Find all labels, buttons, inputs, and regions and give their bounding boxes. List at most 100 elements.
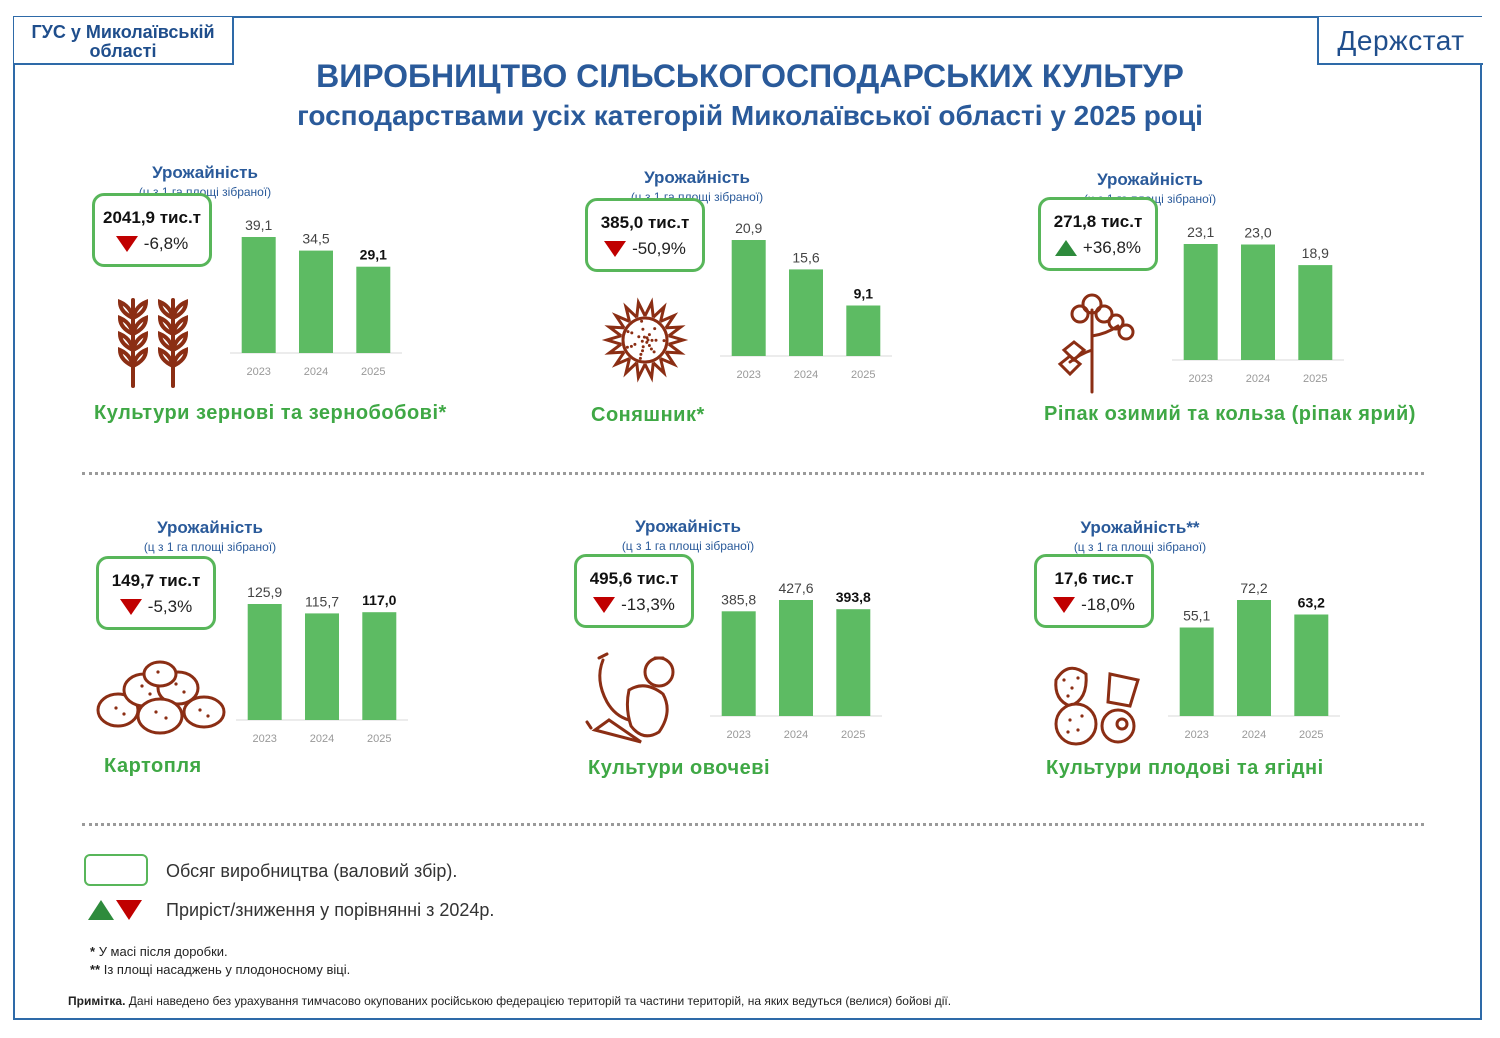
volume-value: 271,8 тис.т [1053, 212, 1143, 231]
crop-label: Культури овочеві [588, 757, 771, 779]
note-label: Примітка. [68, 994, 126, 1008]
change-value: +36,8% [1082, 238, 1142, 257]
volume-value: 17,6 тис.т [1054, 569, 1134, 588]
yield-subtitle: (ц з 1 га площі зібраної) [621, 539, 755, 553]
yield-subtitle: (ц з 1 га площі зібраної) [1073, 540, 1207, 554]
yield-bar-chart: 55,1 2023 72,2 2024 63,2 2025 [1168, 580, 1340, 741]
volume-box: 271,8 тис.т +36,8% [1038, 197, 1158, 271]
volume-value: 495,6 тис.т [589, 569, 679, 588]
change-indicator: -18,0% [1037, 595, 1151, 615]
data-label: 125,9 [247, 584, 282, 600]
x-tick-label: 2025 [361, 366, 385, 378]
down-triangle-icon [119, 599, 142, 615]
fruits-icon [1048, 650, 1148, 755]
legend-volume-label: Обсяг виробництва (валовий збір). [166, 861, 458, 881]
up-triangle-icon [88, 900, 114, 920]
x-tick-label: 2024 [1246, 373, 1270, 385]
bar-2024 [779, 600, 813, 716]
volume-value: 149,7 тис.т [111, 571, 201, 590]
down-triangle-icon [604, 241, 627, 257]
rapeseed-icon [1050, 290, 1140, 399]
x-tick-label: 2025 [367, 733, 391, 745]
bar-2024 [1241, 244, 1275, 360]
bar-2024 [305, 613, 339, 720]
x-tick-label: 2023 [246, 366, 270, 378]
bar-2025 [836, 609, 871, 716]
x-tick-label: 2023 [726, 729, 750, 741]
bar-2024 [299, 250, 333, 353]
bar-2023 [1183, 244, 1218, 360]
data-label: 15,6 [792, 249, 819, 265]
bar-2023 [731, 240, 766, 356]
separator-line [82, 472, 1424, 475]
crop-label: Соняшник* [591, 404, 705, 426]
volume-value: 385,0 тис.т [600, 213, 690, 232]
volume-box: 385,0 тис.т -50,9% [585, 198, 705, 272]
bar-2025 [356, 266, 391, 353]
crop-label: Ріпак озимий та кольза (ріпак ярий) [1044, 403, 1416, 425]
down-triangle-icon [115, 236, 138, 252]
x-tick-label: 2023 [252, 733, 276, 745]
bar-2024 [1237, 600, 1271, 716]
data-label: 20,9 [735, 220, 762, 236]
change-indicator: -6,8% [95, 234, 209, 254]
volume-value: 2041,9 тис.т [103, 208, 201, 227]
x-tick-label: 2024 [794, 369, 818, 381]
org-label: ГУС у Миколаївській області [14, 17, 234, 65]
data-label: 29,1 [360, 247, 387, 263]
note-text: Дані наведено без урахування тимчасово о… [128, 994, 952, 1008]
bar-2025 [362, 612, 397, 720]
bar-2024 [789, 269, 823, 356]
x-tick-label: 2025 [1299, 729, 1323, 741]
bar-2023 [241, 237, 276, 353]
footnote-1: * У масі після доробки. [90, 944, 228, 959]
page-frame [13, 16, 1482, 1020]
volume-box: 495,6 тис.т -13,3% [574, 554, 694, 628]
change-value: -18,0% [1081, 595, 1135, 614]
change-indicator: -13,3% [577, 595, 691, 615]
down-triangle-icon [1053, 597, 1076, 613]
bar-2025 [846, 305, 881, 356]
data-label: 393,8 [836, 589, 871, 605]
data-label: 63,2 [1298, 595, 1325, 611]
yield-title: Урожайність [157, 518, 263, 537]
x-tick-label: 2025 [841, 729, 865, 741]
yield-subtitle: (ц з 1 га площі зібраної) [143, 540, 277, 554]
x-tick-label: 2023 [736, 369, 760, 381]
change-indicator: +36,8% [1041, 238, 1155, 258]
data-label: 55,1 [1183, 608, 1210, 624]
volume-box: 149,7 тис.т -5,3% [96, 556, 216, 630]
x-tick-label: 2023 [1184, 729, 1208, 741]
data-label: 18,9 [1302, 245, 1329, 261]
down-triangle-icon [116, 900, 142, 920]
data-label: 72,2 [1240, 580, 1267, 596]
change-value: -5,3% [147, 597, 193, 616]
x-tick-label: 2025 [1303, 373, 1327, 385]
legend-change-label: Приріст/зниження у порівнянні з 2024р. [166, 900, 495, 920]
sunflower-icon [595, 290, 695, 395]
volume-box: 2041,9 тис.т -6,8% [92, 193, 212, 267]
data-label: 385,8 [721, 591, 756, 607]
yield-title: Урожайність [635, 517, 741, 536]
crop-label: Культури зернові та зернобобові* [94, 402, 447, 424]
footnote-2: ** Із площі насаджень у плодоносному віц… [90, 962, 350, 977]
change-indicator: -50,9% [588, 239, 702, 259]
data-label: 427,6 [778, 580, 813, 596]
legend-change-swatch [88, 900, 142, 920]
change-value: -50,9% [632, 239, 686, 258]
footnote-2-text: Із площі насаджень у плодоносному віці. [103, 962, 351, 977]
crop-label: Культури плодові та ягідні [1046, 757, 1324, 779]
data-label: 115,7 [305, 593, 339, 609]
bar-2023 [721, 611, 756, 716]
yield-title: Урожайність [1097, 170, 1203, 189]
bar-2023 [247, 604, 282, 720]
potato-icon [96, 660, 226, 745]
x-tick-label: 2024 [1242, 729, 1266, 741]
data-label: 23,0 [1244, 225, 1271, 241]
yield-bar-chart: 385,8 2023 427,6 2024 393,8 2025 [710, 580, 882, 741]
legend-volume-swatch [84, 854, 148, 886]
vegetables-icon [585, 650, 685, 751]
footnote-1-mark: * [90, 944, 96, 959]
x-tick-label: 2024 [304, 366, 328, 378]
change-value: -13,3% [621, 595, 675, 614]
